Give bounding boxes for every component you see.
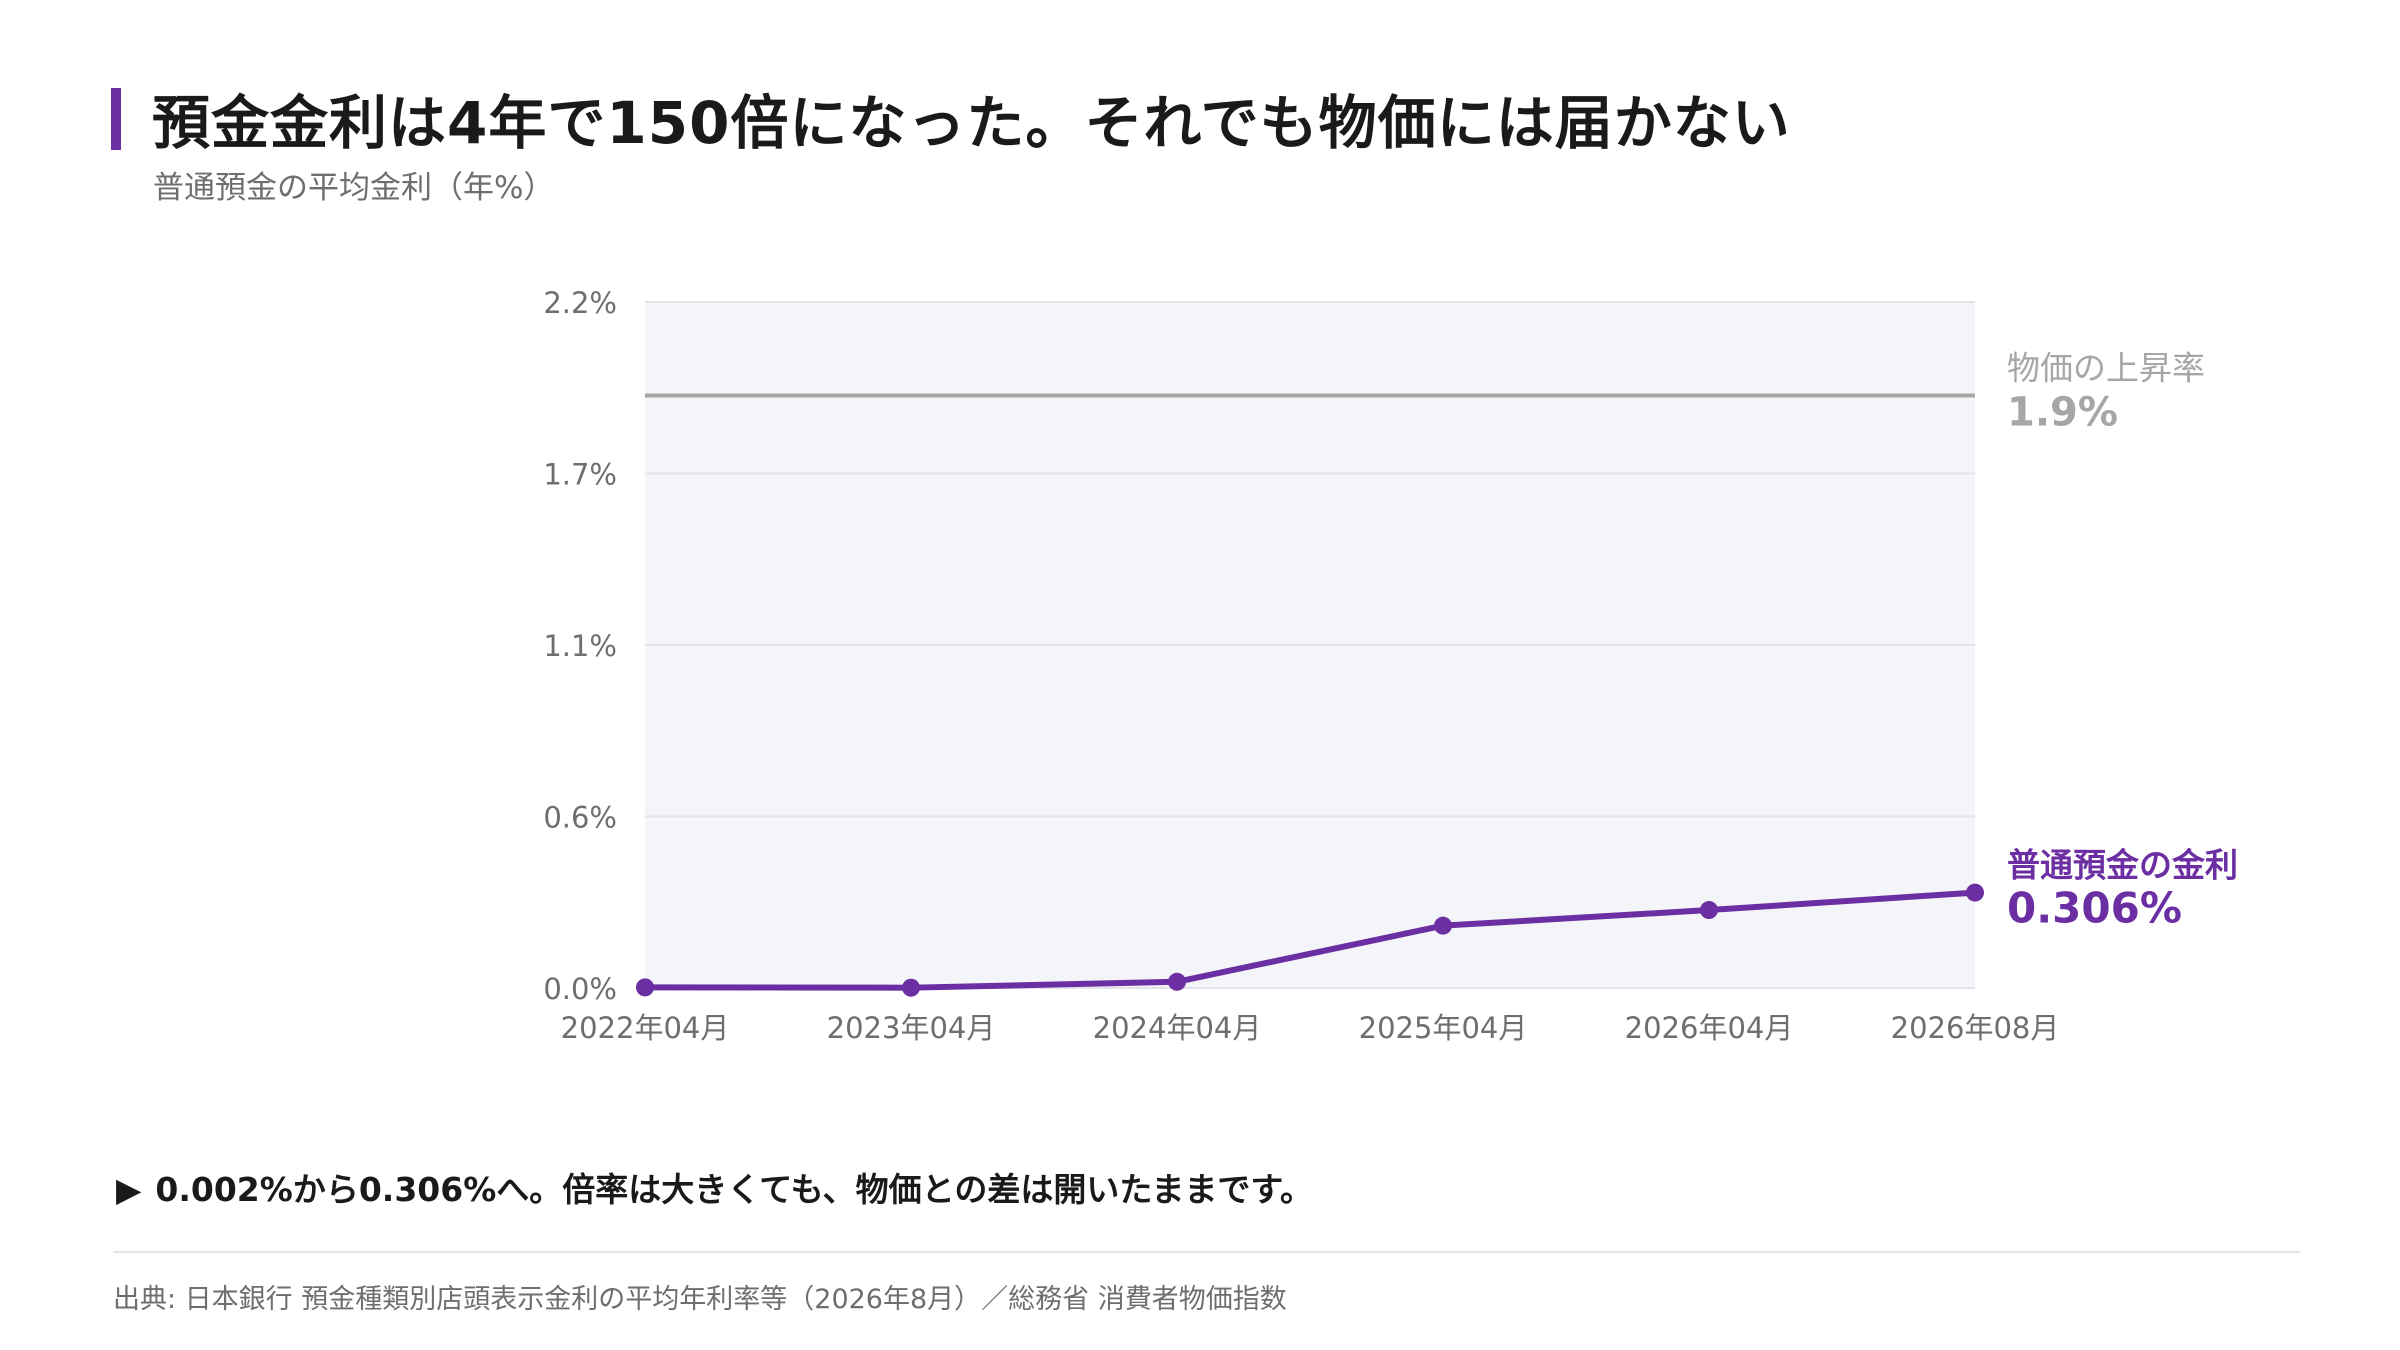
series-name-label: 普通預金の金利 — [2007, 846, 2238, 885]
data-point — [1966, 883, 1984, 902]
data-point — [902, 978, 920, 997]
y-tick-label: 0.0% — [543, 972, 617, 1006]
x-tick-label: 2026年08月 — [1891, 1011, 2060, 1045]
y-tick-label: 0.6% — [543, 801, 617, 835]
title-accent-bar — [111, 88, 121, 150]
source-note: 出典: 日本銀行 預金種類別店頭表示金利の平均年利率等（2026年8月）／総務省… — [113, 1284, 1287, 1315]
line-chart: 0.0% 0.6% 1.1% 1.7% 2.2% 2022年04月 2023年04月 2024… — [543, 286, 2238, 1045]
x-tick-label: 2023年04月 — [827, 1011, 996, 1045]
data-point — [1168, 972, 1186, 991]
reference-line-value: 1.9% — [2007, 390, 2118, 436]
y-tick-label: 1.7% — [543, 458, 617, 492]
summary-note-text: 0.002%から0.306%へ。倍率は大きくても、物価との差は開いたままです。 — [155, 1170, 1314, 1209]
page-title: 預金金利は4年で150倍になった。それでも物価には届かない — [152, 89, 1791, 157]
x-tick-label: 2026年04月 — [1625, 1011, 1794, 1045]
data-point — [1434, 916, 1452, 935]
data-point — [1700, 901, 1718, 920]
y-tick-label: 1.1% — [543, 629, 617, 663]
data-point — [636, 978, 654, 997]
series-line — [642, 889, 1978, 991]
x-tick-label: 2025年04月 — [1359, 1011, 1528, 1045]
triangle-marker-icon: ▶ — [116, 1170, 142, 1209]
page-subtitle: 普通預金の平均金利（年%） — [153, 170, 555, 206]
x-tick-label: 2024年04月 — [1093, 1011, 1262, 1045]
summary-note: ▶ 0.002%から0.306%へ。倍率は大きくても、物価との差は開いたままです。 — [116, 1163, 1313, 1211]
y-tick-label: 2.2% — [543, 286, 617, 320]
reference-line-name: 物価の上昇率 — [2007, 349, 2205, 388]
series-end-value-label: 0.306% — [2007, 884, 2182, 933]
divider — [113, 1251, 2300, 1253]
x-tick-label: 2022年04月 — [561, 1011, 730, 1045]
